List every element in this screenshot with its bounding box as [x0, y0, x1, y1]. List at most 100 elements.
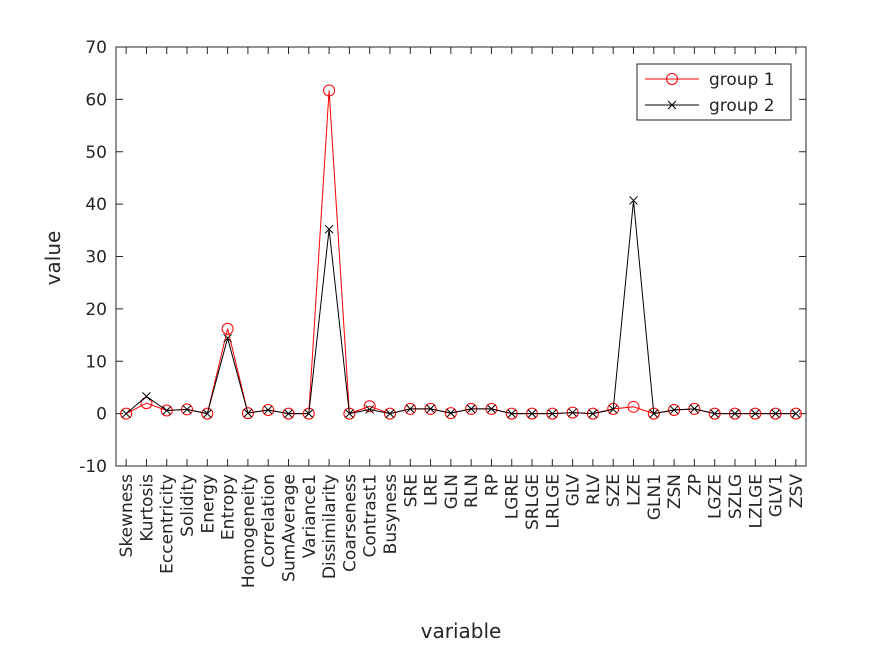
- x-axis: Skewness Kurtosis Eccentricity Solidity Ener…: [117, 47, 807, 588]
- x-tick-label: Contrast1: [361, 474, 381, 557]
- data-point-x: [324, 224, 334, 234]
- x-tick-label: Entropy: [219, 474, 239, 540]
- x-tick-label: LZLGE: [746, 474, 766, 529]
- data-point-circle: [383, 407, 396, 420]
- data-point-x: [182, 405, 192, 414]
- x-tick-label: Busyness: [381, 474, 401, 554]
- series-line: [125, 200, 796, 415]
- x-tick-label: ZSV: [787, 474, 807, 508]
- y-tick-label: 50: [85, 143, 107, 163]
- data-point-circle: [343, 407, 356, 420]
- data-point-x: [750, 409, 760, 418]
- y-tick-label: -10: [79, 457, 107, 477]
- x-axis-label: variable: [421, 619, 502, 643]
- data-point-x: [487, 404, 496, 414]
- x-tick-label: ZP: [685, 474, 705, 496]
- data-point-x: [365, 405, 375, 414]
- data-point-circle: [444, 407, 457, 420]
- data-point-x: [568, 408, 577, 417]
- legend-label: group 1: [709, 70, 775, 90]
- data-point-circle: [323, 84, 336, 97]
- legend-label: group 2: [709, 96, 775, 116]
- x-tick-label: GLN1: [645, 474, 665, 520]
- y-tick-label: 70: [85, 38, 107, 58]
- x-tick-label: LGZE: [706, 474, 726, 519]
- data-point-circle: [607, 402, 620, 415]
- x-tick-label: LZE: [625, 474, 645, 506]
- data-point-circle: [262, 403, 275, 416]
- x-tick-label: Homogeneity: [239, 474, 259, 588]
- x-tick-label: ZSN: [665, 474, 685, 509]
- x-tick-label: Solidity: [178, 474, 198, 537]
- data-point-x: [466, 404, 476, 414]
- x-tick-label: Coarseness: [340, 474, 360, 572]
- x-tick-label: SumAverage: [280, 474, 300, 582]
- data-point-x: [588, 409, 598, 418]
- data-point-circle: [241, 407, 254, 420]
- data-point-circle: [120, 407, 133, 420]
- data-point-x: [710, 409, 720, 418]
- x-tick-label: RLV: [584, 474, 604, 505]
- x-tick-label: Kurtosis: [137, 474, 157, 542]
- x-tick-label: SRE: [401, 474, 421, 507]
- data-point-circle: [627, 400, 640, 413]
- data-point-circle: [201, 407, 214, 420]
- data-point-x: [771, 409, 780, 418]
- x-tick-label: RLN: [462, 474, 482, 508]
- x-tick-label: GLN: [442, 474, 462, 509]
- data-point-circle: [140, 397, 153, 410]
- x-tick-label: Correlation: [259, 474, 279, 568]
- data-point-x: [507, 409, 517, 418]
- data-point-circle: [647, 407, 660, 420]
- x-tick-label: Energy: [198, 474, 218, 534]
- legend-item: group 1: [645, 70, 775, 90]
- data-point-x: [446, 408, 456, 418]
- data-point-x: [527, 409, 537, 418]
- data-point-x: [345, 409, 354, 418]
- legend-marker-x: [667, 100, 677, 110]
- data-point-x: [649, 409, 659, 418]
- x-tick-label: SZE: [604, 474, 624, 507]
- data-point-x: [121, 409, 131, 418]
- data-point-x: [547, 409, 557, 418]
- series-layer: [120, 84, 802, 420]
- data-point-x: [385, 409, 395, 418]
- data-point-x: [284, 409, 293, 418]
- x-tick-label: GLV1: [767, 474, 787, 517]
- series-2: [121, 196, 801, 418]
- data-point-x: [304, 409, 314, 418]
- x-tick-label: LRLGE: [543, 474, 563, 529]
- y-tick-label: 30: [85, 248, 107, 268]
- x-tick-label: Variance1: [300, 474, 320, 558]
- legend-item: group 2: [645, 96, 775, 116]
- data-point-x: [426, 404, 435, 414]
- x-tick-label: RP: [482, 474, 502, 496]
- data-point-x: [629, 196, 638, 205]
- x-tick-label: Skewness: [117, 474, 137, 557]
- x-tick-label: GLV: [564, 474, 584, 507]
- legend: group 1 group 2: [636, 63, 792, 121]
- data-point-circle: [221, 322, 234, 335]
- x-tick-label: SZLG: [726, 474, 746, 519]
- data-point-circle: [363, 400, 376, 413]
- x-tick-label: Eccentricity: [158, 474, 178, 574]
- x-tick-label: LGRE: [503, 474, 523, 519]
- x-tick-label: Dissimilarity: [320, 474, 340, 579]
- legend-marker-circle: [666, 73, 678, 85]
- x-tick-label: LRE: [422, 474, 442, 506]
- data-point-x: [608, 405, 618, 414]
- y-tick-label: 60: [85, 90, 107, 110]
- y-tick-label: 0: [96, 405, 107, 425]
- data-point-x: [142, 391, 151, 401]
- data-point-x: [730, 409, 740, 418]
- data-point-x: [162, 406, 172, 415]
- data-point-x: [223, 333, 232, 343]
- y-axis-label: value: [41, 231, 65, 286]
- y-axis: -10 0 10 20 30 40 50 60 70: [79, 38, 806, 477]
- y-tick-label: 10: [85, 352, 107, 372]
- data-point-x: [405, 404, 415, 414]
- data-point-x: [243, 408, 253, 418]
- legend-box: [636, 63, 792, 121]
